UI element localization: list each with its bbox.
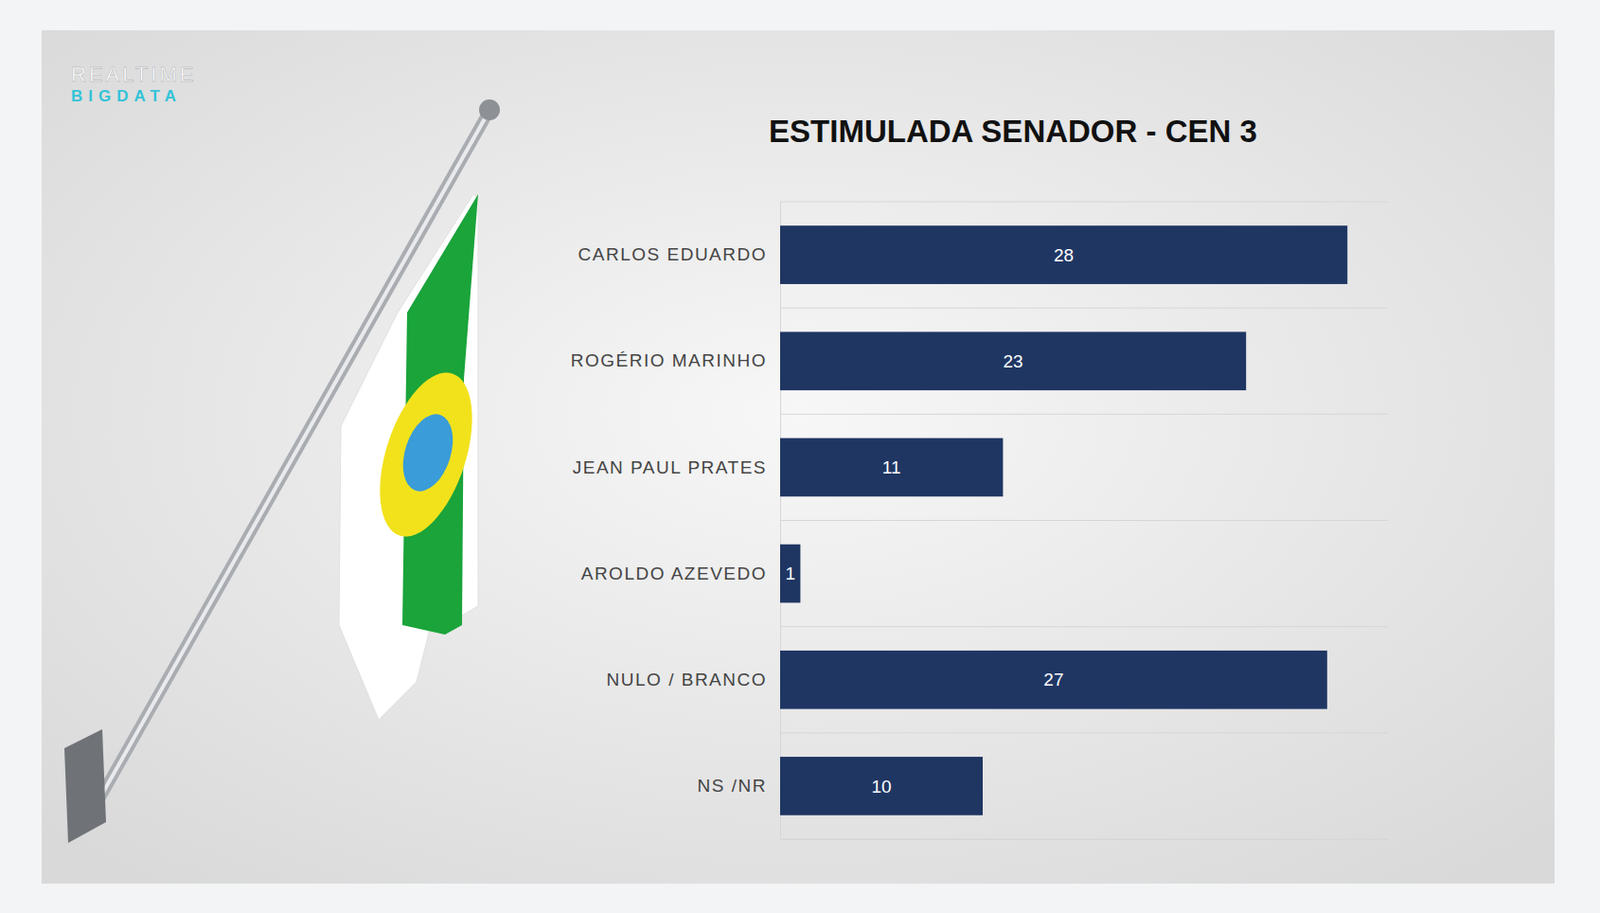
- bar: [780, 756, 983, 816]
- panel: [41, 30, 1555, 884]
- data-label: 27: [1043, 669, 1064, 690]
- category-label: ROGÉRIO MARINHO: [570, 350, 767, 371]
- grid: [780, 201, 1388, 839]
- grid-line: [780, 838, 1388, 840]
- flag-pole: [85, 113, 488, 824]
- category-label: NULO / BRANCO: [606, 669, 767, 690]
- logo-top: REALTIME: [71, 62, 196, 87]
- y-axis: CARLOS EDUARDO ROGÉRIO MARINHO JEAN PAUL P…: [570, 202, 782, 840]
- grid-line: [780, 413, 1388, 415]
- flag-pole-shine: [85, 113, 488, 824]
- flag-bracket: [64, 728, 107, 843]
- grid-line: [780, 731, 1388, 733]
- y-axis-line: [780, 202, 782, 840]
- category-label: NS /NR: [697, 775, 767, 796]
- data-label: 11: [882, 457, 902, 478]
- bar: [780, 331, 1246, 391]
- bar: [780, 544, 800, 604]
- flag-decoration: [64, 99, 500, 843]
- logo-bottom: BIGDATA: [71, 87, 182, 106]
- grid-line: [780, 625, 1388, 627]
- grid-line: [780, 201, 1388, 203]
- data-label: 28: [1053, 245, 1074, 266]
- bar: [780, 650, 1328, 710]
- y-tick: ROGÉRIO MARINHO: [570, 350, 781, 371]
- data-labels: 28231112710: [784, 245, 1074, 797]
- grid-line: [780, 519, 1388, 521]
- y-tick: AROLDO AZEVEDO: [581, 563, 781, 584]
- y-tick: NULO / BRANCO: [606, 669, 781, 690]
- flag-emblem-inner: [393, 408, 463, 498]
- flag-emblem: [361, 360, 491, 548]
- data-label: 10: [871, 776, 891, 797]
- data-label: 1: [784, 563, 796, 584]
- y-tick: NS /NR: [697, 775, 781, 796]
- bar: [780, 438, 1003, 498]
- category-label: AROLDO AZEVEDO: [581, 563, 767, 584]
- category-label: JEAN PAUL PRATES: [572, 456, 767, 477]
- bar: [780, 225, 1348, 285]
- category-label: CARLOS EDUARDO: [578, 244, 767, 265]
- data-label: 23: [1003, 351, 1024, 372]
- y-tick: JEAN PAUL PRATES: [572, 456, 781, 477]
- y-tick: CARLOS EDUARDO: [578, 244, 781, 265]
- grid-line: [780, 307, 1388, 309]
- x-axis: [781, 838, 1389, 840]
- chart: REALTIMEBIGDATA ESTIMULADA SENADOR - CEN …: [0, 0, 1600, 913]
- x-axis-line: [781, 838, 1389, 840]
- flag-finial: [479, 99, 500, 121]
- bars: [780, 225, 1348, 816]
- title: ESTIMULADA SENADOR - CEN 3: [768, 113, 1258, 149]
